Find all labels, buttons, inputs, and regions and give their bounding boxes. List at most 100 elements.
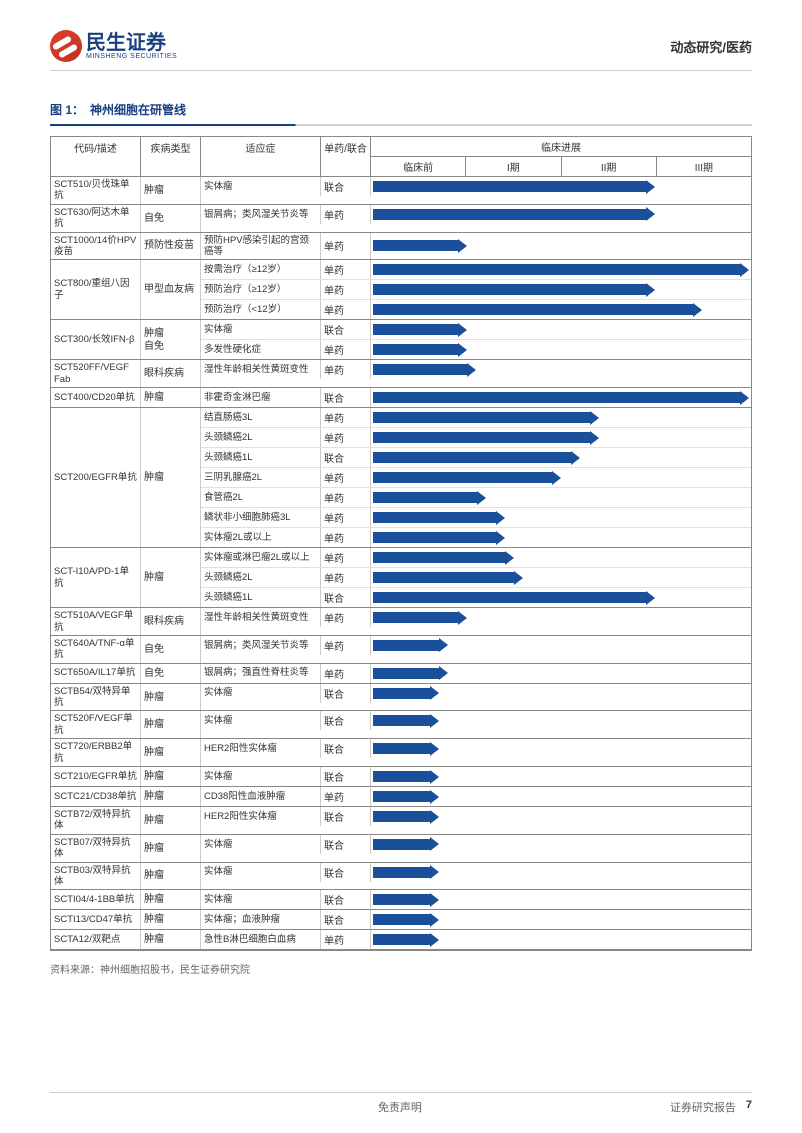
cell-disease: 甲型血友病 [141, 260, 201, 319]
th-mono: 单药/联合 [321, 137, 371, 176]
cell-indication: 头颈鳞癌1L [201, 588, 321, 607]
progress-arrow-icon [373, 640, 448, 651]
cell-indication: 实体瘤 [201, 320, 321, 339]
cell-progress [371, 890, 751, 909]
cell-indication: 预防HPV感染引起的宫颈癌等 [201, 233, 321, 260]
table-row: SCTI13/CD47单抗肿瘤实体瘤；血液肿瘤联合 [51, 910, 751, 930]
cell-mono-combo: 联合 [321, 807, 371, 826]
cell-indication: 实体瘤；血液肿瘤 [201, 910, 321, 929]
cell-disease: 肿瘤 [141, 548, 201, 607]
footer-disclaimer: 免责声明 [130, 1099, 670, 1115]
cell-code: SCTI04/4-1BB单抗 [51, 890, 141, 909]
cell-code: SCT210/EGFR单抗 [51, 767, 141, 786]
cell-indication: 鳞状非小细胞肺癌3L [201, 508, 321, 527]
cell-code: SCT1000/14价HPV 疫苗 [51, 233, 141, 260]
cell-indication: 实体瘤 [201, 711, 321, 730]
cell-disease: 肿瘤 [141, 711, 201, 738]
progress-arrow-icon [373, 771, 439, 782]
table-row: SCT650A/IL17单抗自免银屑病；强直性脊柱炎等单药 [51, 664, 751, 684]
cell-progress [371, 767, 751, 786]
cell-mono-combo: 单药 [321, 636, 371, 655]
table-row: SCT630/阿达木单抗自免银屑病；类风湿关节炎等单药 [51, 205, 751, 233]
progress-arrow-icon [373, 914, 439, 925]
progress-arrow-icon [373, 264, 749, 275]
progress-arrow-icon [373, 181, 655, 192]
cell-mono-combo: 联合 [321, 767, 371, 786]
cell-progress [371, 548, 751, 567]
cell-progress [371, 233, 751, 260]
cell-progress [371, 320, 751, 339]
cell-mono-combo: 联合 [321, 890, 371, 909]
cell-disease: 肿瘤 [141, 767, 201, 786]
th-phase-1: I期 [466, 157, 561, 176]
cell-mono-combo: 联合 [321, 684, 371, 703]
cell-progress [371, 177, 751, 196]
th-phase-3: III期 [657, 157, 751, 176]
cell-disease: 预防性疫苗 [141, 233, 201, 260]
cell-disease: 肿瘤 自免 [141, 320, 201, 359]
cell-mono-combo: 联合 [321, 320, 371, 339]
cell-disease: 肿瘤 [141, 787, 201, 806]
logo-area: 民生证券 MINSHENG SECURITIES [50, 30, 177, 62]
progress-arrow-icon [373, 572, 523, 583]
header-category: 动态研究/医药 [670, 37, 752, 56]
footer-page-number: 7 [746, 1099, 752, 1115]
cell-progress [371, 388, 751, 407]
cell-indication: 按需治疗（≥12岁） [201, 260, 321, 279]
cell-mono-combo: 联合 [321, 588, 371, 607]
cell-indication: HER2阳性实体瘤 [201, 807, 321, 826]
cell-progress [371, 835, 751, 854]
cell-mono-combo: 单药 [321, 280, 371, 299]
cell-indication: 多发性硬化症 [201, 340, 321, 359]
cell-indication: 银屑病；强直性脊柱炎等 [201, 664, 321, 683]
table-row: SCT640A/TNF-α单抗自免银屑病；类风湿关节炎等单药 [51, 636, 751, 664]
cell-code: SCT640A/TNF-α单抗 [51, 636, 141, 663]
table-header-row: 代码/描述 疾病类型 适应症 单药/联合 临床进展 临床前 I期 II期 III… [51, 137, 751, 177]
cell-disease: 肿瘤 [141, 177, 201, 204]
title-underline [50, 124, 752, 126]
progress-arrow-icon [373, 668, 448, 679]
cell-indication: 头颈鳞癌2L [201, 568, 321, 587]
cell-mono-combo: 单药 [321, 408, 371, 427]
progress-arrow-icon [373, 532, 505, 543]
cell-indication: 实体瘤2L或以上 [201, 528, 321, 547]
cell-code: SCTB07/双特异抗体 [51, 835, 141, 862]
cell-disease: 肿瘤 [141, 807, 201, 834]
progress-arrow-icon [373, 392, 749, 403]
table-row: SCT510A/VEGF单抗眼科疾病湿性年龄相关性黄斑变性单药 [51, 608, 751, 636]
progress-arrow-icon [373, 894, 439, 905]
progress-arrow-icon [373, 934, 439, 945]
progress-arrow-icon [373, 743, 439, 754]
cell-progress [371, 588, 751, 607]
cell-code: SCT720/ERBB2单抗 [51, 739, 141, 766]
cell-indication: 预防治疗（≥12岁） [201, 280, 321, 299]
cell-code: SCTB72/双特异抗体 [51, 807, 141, 834]
cell-code: SCTA12/双靶点 [51, 930, 141, 949]
progress-arrow-icon [373, 867, 439, 878]
cell-mono-combo: 联合 [321, 910, 371, 929]
table-row: SCT300/长效IFN-β肿瘤 自免实体瘤联合多发性硬化症单药 [51, 320, 751, 360]
th-indication: 适应症 [201, 137, 321, 176]
cell-disease: 肿瘤 [141, 408, 201, 547]
th-progress-label: 临床进展 [371, 137, 751, 157]
cell-indication: 预防治疗（<12岁） [201, 300, 321, 319]
cell-disease: 肿瘤 [141, 890, 201, 909]
table-row: SCTB54/双特异单抗肿瘤实体瘤联合 [51, 684, 751, 712]
th-phase-preclinical: 临床前 [371, 157, 466, 176]
cell-indication: 实体瘤 [201, 177, 321, 196]
table-row: SCT510/贝伐珠单抗肿瘤实体瘤联合 [51, 177, 751, 205]
cell-code: SCT300/长效IFN-β [51, 320, 141, 359]
cell-indication: 结直肠癌3L [201, 408, 321, 427]
cell-code: SCT800/重组八因子 [51, 260, 141, 319]
progress-arrow-icon [373, 324, 467, 335]
progress-arrow-icon [373, 344, 467, 355]
cell-progress [371, 807, 751, 826]
cell-progress [371, 448, 751, 467]
cell-mono-combo: 单药 [321, 508, 371, 527]
table-row: SCTI04/4-1BB单抗肿瘤实体瘤联合 [51, 890, 751, 910]
cell-code: SCT520FF/VEGF Fab [51, 360, 141, 387]
cell-progress [371, 711, 751, 730]
cell-indication: 湿性年龄相关性黄斑变性 [201, 608, 321, 627]
cell-progress [371, 684, 751, 703]
progress-arrow-icon [373, 304, 702, 315]
